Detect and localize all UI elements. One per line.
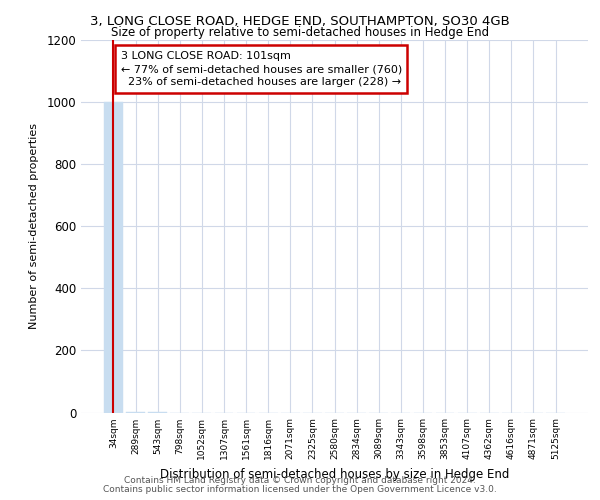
Text: Size of property relative to semi-detached houses in Hedge End: Size of property relative to semi-detach… bbox=[111, 26, 489, 39]
X-axis label: Distribution of semi-detached houses by size in Hedge End: Distribution of semi-detached houses by … bbox=[160, 468, 509, 481]
Text: Contains public sector information licensed under the Open Government Licence v3: Contains public sector information licen… bbox=[103, 484, 497, 494]
Text: Contains HM Land Registry data © Crown copyright and database right 2024.: Contains HM Land Registry data © Crown c… bbox=[124, 476, 476, 485]
Y-axis label: Number of semi-detached properties: Number of semi-detached properties bbox=[29, 123, 40, 329]
Bar bbox=[104, 102, 123, 412]
Text: 3 LONG CLOSE ROAD: 101sqm
← 77% of semi-detached houses are smaller (760)
  23% : 3 LONG CLOSE ROAD: 101sqm ← 77% of semi-… bbox=[121, 51, 402, 88]
Text: 3, LONG CLOSE ROAD, HEDGE END, SOUTHAMPTON, SO30 4GB: 3, LONG CLOSE ROAD, HEDGE END, SOUTHAMPT… bbox=[90, 15, 510, 28]
